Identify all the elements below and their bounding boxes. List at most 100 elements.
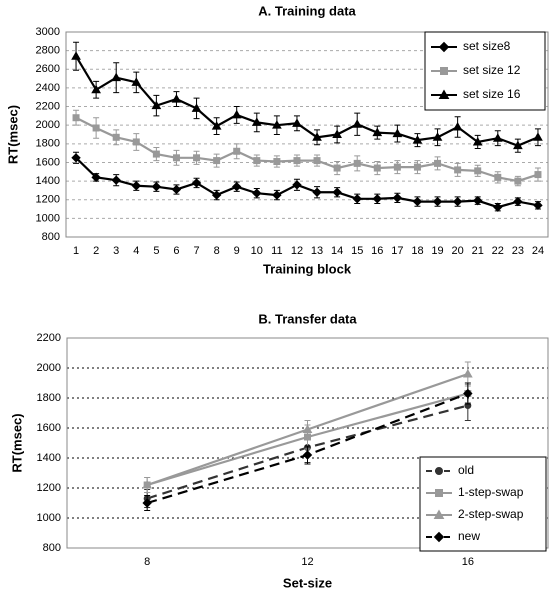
marker [302, 450, 313, 460]
marker [440, 67, 448, 75]
series-line [75, 116, 539, 183]
x-tick-label: 13 [311, 245, 323, 257]
marker [433, 531, 445, 543]
y-tick-label: 1600 [36, 156, 60, 168]
marker [332, 129, 342, 138]
marker [251, 117, 262, 126]
marker [211, 121, 222, 130]
x-tick-label: 8 [214, 245, 220, 257]
y-tick-label: 2600 [36, 63, 60, 75]
marker [152, 150, 160, 158]
marker [392, 193, 403, 203]
legend-label: set size 16 [463, 87, 521, 101]
marker [132, 138, 140, 146]
y-tick-label: 800 [43, 542, 61, 554]
marker [293, 157, 301, 165]
marker [353, 159, 361, 167]
x-tick-label: 7 [193, 245, 199, 257]
y-tick-label: 2200 [37, 332, 61, 344]
marker [332, 187, 342, 197]
y-tick-label: 1400 [36, 175, 60, 187]
x-tick-label: 8 [144, 556, 150, 568]
legend-label: 1-step-swap [458, 485, 524, 499]
x-tick-label: 22 [492, 245, 504, 257]
x-tick-label: 11 [271, 245, 282, 257]
marker [514, 177, 522, 185]
x-tick-label: 12 [301, 556, 313, 568]
marker [151, 181, 162, 192]
marker [492, 133, 503, 142]
marker [213, 157, 221, 165]
y-tick-label: 1800 [36, 138, 60, 150]
marker [313, 157, 321, 165]
marker [432, 132, 443, 141]
y-tick-label: 1000 [37, 512, 61, 524]
x-tick-label: 16 [462, 556, 474, 568]
legend-label: old [458, 463, 474, 477]
marker [142, 479, 153, 489]
marker [474, 167, 482, 175]
plot-area [65, 31, 549, 238]
marker [463, 388, 473, 399]
x-tick-label: 10 [251, 245, 263, 257]
y-tick-label: 2000 [36, 119, 60, 131]
marker [253, 157, 261, 165]
x-tick-label: 15 [351, 245, 363, 257]
marker [92, 124, 100, 132]
y-tick-label: 2000 [37, 362, 61, 374]
marker [352, 194, 362, 204]
marker [112, 133, 120, 141]
x-tick-label: 9 [234, 245, 240, 257]
marker [435, 489, 443, 497]
marker [171, 184, 182, 195]
x-tick-label: 3 [113, 245, 119, 257]
x-axis-title: Training block [263, 261, 352, 276]
marker [438, 89, 450, 99]
marker [412, 196, 423, 207]
marker [142, 498, 152, 508]
marker [292, 118, 302, 127]
marker [452, 196, 463, 207]
marker [454, 166, 462, 174]
marker [494, 173, 502, 181]
marker [131, 181, 141, 191]
marker [513, 196, 523, 207]
marker [71, 51, 81, 60]
x-tick-label: 4 [133, 245, 139, 257]
legend-label: set size8 [463, 39, 511, 53]
marker [72, 114, 80, 122]
marker [413, 163, 421, 171]
marker [393, 163, 401, 171]
marker [151, 100, 162, 110]
marker [312, 132, 322, 141]
x-tick-label: 5 [153, 245, 159, 257]
y-tick-label: 1200 [36, 194, 60, 206]
marker [533, 132, 543, 141]
y-tick-label: 1000 [36, 212, 60, 224]
marker [302, 424, 313, 433]
marker [493, 202, 503, 212]
marker [273, 158, 281, 166]
legend-label: set size 12 [463, 63, 521, 77]
x-axis-title: Set-size [283, 575, 332, 590]
marker [534, 171, 542, 179]
y-tick-label: 2800 [36, 45, 60, 57]
x-tick-label: 12 [291, 245, 303, 257]
marker [91, 84, 101, 94]
marker [211, 190, 222, 200]
marker [172, 154, 180, 162]
x-tick-label: 2 [93, 245, 99, 257]
marker [131, 77, 142, 86]
marker [233, 147, 241, 155]
marker [372, 127, 383, 137]
marker [91, 172, 101, 183]
marker [372, 194, 382, 204]
y-tick-label: 2400 [36, 82, 60, 94]
marker [462, 368, 473, 378]
x-tick-label: 6 [173, 245, 179, 257]
marker [272, 120, 282, 129]
y-tick-label: 1200 [37, 482, 61, 494]
marker [435, 467, 443, 475]
marker [232, 181, 242, 192]
y-tick-label: 3000 [36, 26, 60, 38]
